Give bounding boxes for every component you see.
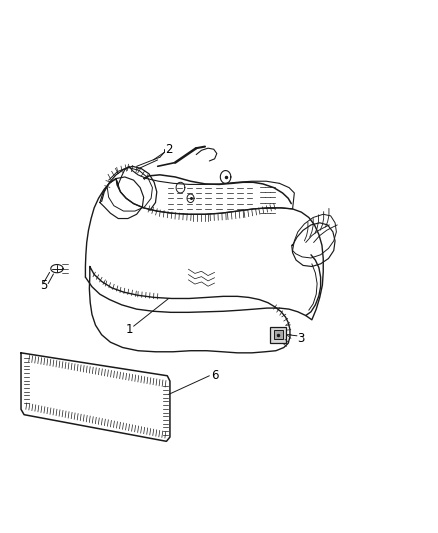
FancyBboxPatch shape <box>274 330 283 339</box>
Text: 5: 5 <box>40 279 47 292</box>
Text: 2: 2 <box>165 143 173 156</box>
Text: 1: 1 <box>125 323 133 336</box>
Text: 6: 6 <box>211 369 219 382</box>
FancyBboxPatch shape <box>270 327 286 343</box>
Text: 3: 3 <box>298 332 305 345</box>
